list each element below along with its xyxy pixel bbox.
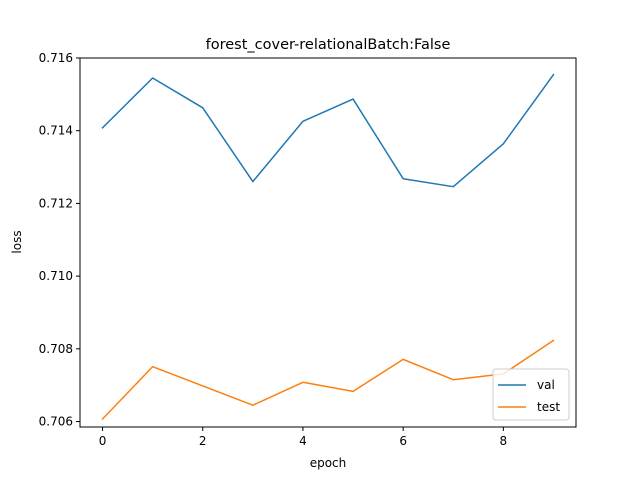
plot-frame [79, 57, 577, 428]
axis-ticks: 0 2 4 6 8 0.706 0.708 0.710 0.712 0.714 0.716 [39, 51, 508, 448]
legend: val test [492, 368, 570, 421]
legend-test-label: test [537, 400, 560, 414]
x-tick-label: 4 [299, 434, 307, 448]
series-line-test [101, 339, 555, 421]
x-tick-label: 6 [399, 434, 407, 448]
series-line-val [101, 73, 555, 188]
y-axis-label: loss [10, 230, 24, 253]
plot-background [80, 58, 576, 427]
x-axis-label: epoch [310, 456, 347, 470]
x-tick-label: 0 [99, 434, 107, 448]
y-tick-label: 0.716 [39, 51, 73, 65]
x-tick-label: 2 [199, 434, 207, 448]
y-tick-label: 0.710 [39, 269, 73, 283]
chart-title: forest_cover-relationalBatch:False [206, 37, 451, 53]
y-tick-label: 0.708 [39, 342, 73, 356]
y-tick-label: 0.712 [39, 196, 73, 210]
series-lines [101, 73, 555, 421]
y-tick-label: 0.706 [39, 415, 73, 429]
x-tick-label: 8 [500, 434, 508, 448]
y-tick-label: 0.714 [39, 124, 73, 138]
legend-val-label: val [537, 378, 555, 392]
